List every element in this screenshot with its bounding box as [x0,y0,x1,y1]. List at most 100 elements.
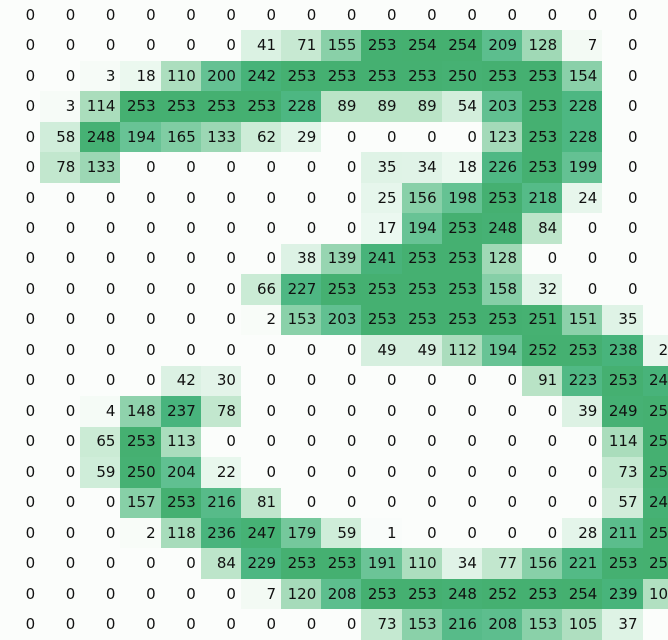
heatmap-cell: 22 [200,457,241,488]
heatmap-cell: 77 [481,548,523,579]
heatmap-cell: 0 [0,609,41,640]
heatmap-cell: 250 [120,457,161,488]
heatmap-cell: 194 [481,335,523,366]
heatmap-cell: 0 [602,30,643,61]
heatmap-cell: 253 [281,548,322,579]
heatmap-cell: 0 [642,152,668,183]
heatmap-cell: 0 [642,243,668,275]
heatmap-cell: 253 [562,335,603,366]
heatmap-cell: 128 [481,243,523,275]
heatmap-cell: 120 [281,578,322,610]
heatmap-cell: 0 [240,457,282,488]
heatmap-cell: 34 [441,548,482,579]
heatmap-cell: 0 [562,426,603,458]
heatmap-cell: 20 [642,335,668,366]
heatmap-cell: 0 [281,213,322,244]
heatmap-row: 058248194165133622900001232532280000 [0,121,668,153]
heatmap-cell: 0 [120,243,161,275]
heatmap-cell: 0 [160,182,201,214]
heatmap-cell: 228 [281,91,322,122]
heatmap-cell: 253 [522,578,563,610]
heatmap-cell: 0 [281,609,322,640]
heatmap-cell: 211 [602,517,643,549]
heatmap-cell: 221 [562,548,603,579]
heatmap-cell: 0 [522,243,563,275]
heatmap-cell: 253 [401,578,442,610]
heatmap-cell: 250 [441,60,482,92]
heatmap-cell: 17 [361,213,402,244]
heatmap-cell: 0 [281,487,322,518]
heatmap-cell: 103 [642,578,668,610]
heatmap-cell: 0 [80,182,121,214]
heatmap-cell: 7 [562,30,603,61]
heatmap-cell: 0 [80,487,121,518]
heatmap-cell: 37 [602,609,643,640]
heatmap-cell: 0 [642,30,668,61]
heatmap-cell: 253 [361,274,402,305]
heatmap-cell: 203 [321,304,362,336]
heatmap-cell: 155 [321,30,362,61]
heatmap-cell: 123 [481,121,523,153]
heatmap-cell: 253 [361,304,402,336]
heatmap-cell: 0 [80,304,121,336]
heatmap-cell: 241 [642,365,668,397]
heatmap-cell: 0 [0,457,41,488]
heatmap-cell: 0 [120,152,161,183]
heatmap-cell: 18 [441,152,482,183]
heatmap-cell: 0 [321,365,362,397]
heatmap-cell: 112 [441,335,482,366]
heatmap-cell: 253 [522,121,563,153]
heatmap-cell: 0 [522,487,563,518]
heatmap-cell: 0 [160,213,201,244]
heatmap-cell: 251 [522,304,563,336]
heatmap-cell: 0 [160,30,201,61]
heatmap-cell: 0 [321,396,362,427]
heatmap-cell: 78 [200,396,241,427]
heatmap-cell: 209 [481,30,523,61]
heatmap-cell: 0 [240,213,282,244]
heatmap-cell: 0 [80,365,121,397]
heatmap-cell: 253 [281,60,322,92]
heatmap-cell: 133 [200,121,241,153]
heatmap-cell: 42 [160,365,201,397]
heatmap-cell: 0 [200,274,241,305]
heatmap-cell: 0 [602,213,643,244]
heatmap-cell: 0 [642,0,668,31]
heatmap-cell: 0 [120,609,161,640]
heatmap-cell: 242 [240,60,282,92]
heatmap-cell: 0 [481,396,523,427]
heatmap-cell: 216 [200,487,241,518]
heatmap-cell: 0 [642,304,668,336]
heatmap-cell: 0 [481,0,523,31]
heatmap-cell: 0 [441,457,482,488]
heatmap-cell: 84 [200,548,241,579]
heatmap-cell: 0 [401,457,442,488]
heatmap-cell: 154 [562,60,603,92]
heatmap-cell: 241 [361,243,402,275]
heatmap-cell: 0 [562,274,603,305]
heatmap-cell: 0 [321,426,362,458]
heatmap-cell: 0 [200,0,241,31]
heatmap-cell: 0 [200,304,241,336]
heatmap-cell: 253 [361,30,402,61]
heatmap-cell: 29 [281,121,322,153]
heatmap-cell: 0 [562,487,603,518]
heatmap-cell: 0 [642,182,668,214]
heatmap-cell: 0 [80,609,121,640]
heatmap-cell: 0 [361,487,402,518]
heatmap-cell: 194 [120,121,161,153]
heatmap-cell: 200 [200,60,241,92]
heatmap-cell: 32 [522,274,563,305]
heatmap-cell: 0 [80,274,121,305]
heatmap-cell: 208 [321,578,362,610]
heatmap-cell: 0 [40,243,81,275]
heatmap-cell: 3 [40,91,81,122]
heatmap-cell: 228 [562,121,603,153]
heatmap-cell: 0 [240,152,282,183]
heatmap-cell: 254 [642,517,668,549]
heatmap-cell: 0 [40,304,81,336]
